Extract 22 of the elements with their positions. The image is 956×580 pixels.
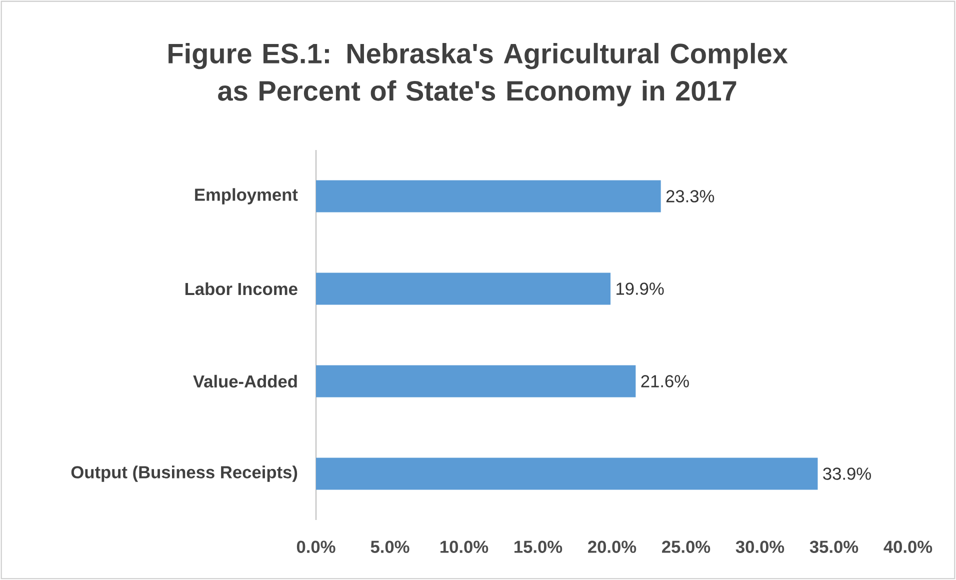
bar (316, 272, 611, 305)
x-tick-label: 5.0% (370, 540, 410, 553)
x-tick-label: 15.0% (514, 540, 562, 553)
bar (316, 180, 661, 212)
y-tick-label: Value-Added (193, 374, 297, 388)
x-tick-label: 40.0% (884, 540, 932, 553)
chart-title: Figure ES.1: Nebraska's Agricultural Complex as Percent of State's Economy in 2017 (168, 42, 788, 106)
x-tick-label: 25.0% (662, 540, 710, 553)
data-label: 33.9% (823, 468, 871, 480)
bar (316, 458, 818, 490)
x-tick-label: 35.0% (810, 540, 858, 553)
y-tick-label: Labor Income (185, 282, 298, 296)
y-tick-label: Output (Business Receipts) (71, 466, 298, 482)
bar (316, 365, 636, 398)
x-tick-label: 10.0% (440, 540, 488, 553)
data-label: 21.6% (641, 375, 689, 388)
data-label: 23.3% (666, 190, 714, 202)
y-tick-label: Employment (195, 188, 298, 204)
x-tick-label: 0.0% (296, 540, 336, 553)
x-tick-label: 30.0% (736, 540, 784, 553)
x-tick-label: 20.0% (588, 540, 636, 553)
data-label: 19.9% (616, 282, 664, 295)
